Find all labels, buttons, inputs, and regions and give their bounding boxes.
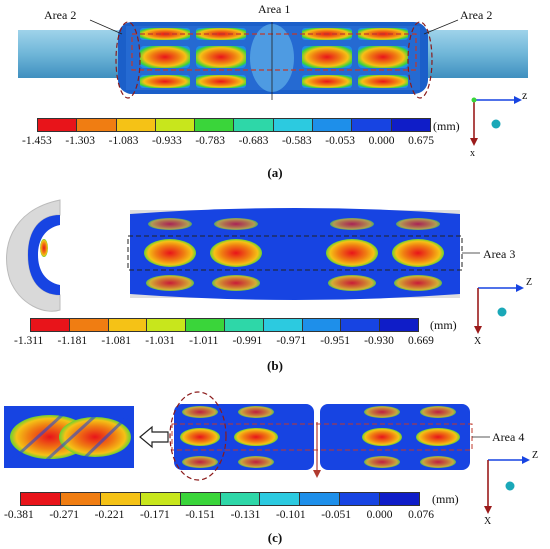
- colorbar-a-tick: 0.000: [368, 135, 395, 147]
- colorbar-b-tick: -0.971: [276, 335, 307, 347]
- panel-c: Area 4 Z X -0.381 -0.271 -0.221 -0.171 -0.15…: [0, 382, 550, 549]
- caption-a: (a): [267, 165, 283, 180]
- colorbar-b: [30, 318, 419, 332]
- unit-c: (mm): [432, 492, 459, 506]
- colorbar-a-tick: -0.783: [195, 135, 226, 147]
- panel-a-contour: [18, 19, 528, 146]
- axis-x-label-b: X: [474, 336, 482, 347]
- colorbar-c: [20, 492, 420, 506]
- colorbar-a-segment: [313, 119, 353, 131]
- colorbar-c-tick: -0.221: [94, 509, 125, 521]
- colorbar-b-tick: 0.669: [408, 335, 434, 347]
- caption-c: (c): [267, 530, 283, 545]
- colorbar-c-tick: 0.000: [366, 509, 393, 521]
- panel-c-contour: [4, 391, 530, 514]
- colorbar-a-tick: -0.933: [151, 135, 182, 147]
- colorbar-b-segment: [263, 319, 303, 331]
- colorbar-a-segment: [234, 119, 274, 131]
- colorbar-a-ticks: -1.453 -1.303 -1.083 -0.933 -0.783 -0.683 -0.5…: [22, 135, 434, 147]
- panel-b-contour: [6, 199, 524, 334]
- colorbar-a-segment: [352, 119, 392, 131]
- colorbar-c-segment: [60, 493, 101, 505]
- colorbar-b-tick: -0.991: [232, 335, 263, 347]
- area2-left-label: Area 2: [44, 8, 77, 22]
- axis-x-label-c: X: [484, 516, 492, 527]
- colorbar-c-tick: -0.101: [275, 509, 306, 521]
- colorbar-b-segment: [224, 319, 264, 331]
- colorbar-c-segment: [21, 493, 61, 505]
- colorbar-a-tick: 0.675: [408, 135, 434, 147]
- colorbar-c-segment: [180, 493, 221, 505]
- colorbar-a-segment: [155, 119, 196, 131]
- colorbar-b-tick: -1.031: [145, 335, 175, 347]
- colorbar-b-tick: -0.951: [320, 335, 350, 347]
- colorbar-b-tick: -1.181: [57, 335, 88, 347]
- panel-a: Area 2 Area 1 Area 2 z x -1.453 -1.303 -1.…: [0, 0, 550, 185]
- colorbar-c-segment: [300, 493, 341, 505]
- colorbar-c-segment: [260, 493, 301, 505]
- colorbar-b-segment: [108, 319, 148, 331]
- area1-label: Area 1: [258, 2, 291, 16]
- colorbar-c-tick: -0.381: [4, 509, 34, 521]
- axis-z-label-c: Z: [532, 450, 539, 461]
- colorbar-c-segment: [340, 493, 381, 505]
- colorbar-c-tick: -0.131: [230, 509, 261, 521]
- colorbar-a-tick: -0.053: [325, 135, 356, 147]
- colorbar-c-tick: -0.051: [321, 509, 352, 521]
- colorbar-a-segment: [38, 119, 78, 131]
- colorbar-c-segment: [220, 493, 261, 505]
- colorbar-b-segment: [69, 319, 109, 331]
- colorbar-a: [37, 118, 431, 132]
- axis-z-label: z: [522, 88, 528, 102]
- colorbar-b-segment: [147, 319, 187, 331]
- colorbar-a-segment: [77, 119, 117, 131]
- colorbar-c-tick: -0.151: [185, 509, 216, 521]
- colorbar-c-tick: -0.171: [139, 509, 170, 521]
- axis-z-label-b: Z: [526, 277, 533, 288]
- colorbar-b-segment: [380, 319, 418, 331]
- colorbar-b-segment: [341, 319, 381, 331]
- colorbar-a-tick: -1.303: [65, 135, 96, 147]
- panel-b: Area 3 Z X -1.311 -1.181 -1.081 -1.031 -1.01…: [0, 190, 550, 375]
- colorbar-c-segment: [140, 493, 181, 505]
- area2-right-label: Area 2: [460, 8, 493, 22]
- colorbar-b-segment: [31, 319, 70, 331]
- colorbar-c-ticks: -0.381 -0.271 -0.221 -0.171 -0.151 -0.131 -0.1…: [4, 509, 434, 521]
- colorbar-a-tick: -0.683: [238, 135, 269, 147]
- colorbar-b-tick: -1.011: [189, 335, 219, 347]
- colorbar-a-segment: [116, 119, 156, 131]
- colorbar-b-tick: -1.311: [14, 335, 44, 347]
- axis-x-label: x: [470, 148, 475, 159]
- colorbar-b-segment: [186, 319, 225, 331]
- colorbar-c-tick: -0.271: [49, 509, 80, 521]
- caption-b: (b): [267, 358, 283, 373]
- colorbar-b-segment: [302, 319, 342, 331]
- area3-label: Area 3: [483, 247, 516, 261]
- colorbar-a-segment: [391, 119, 430, 131]
- colorbar-a-tick: -1.083: [108, 135, 139, 147]
- colorbar-b-tick: -0.930: [364, 335, 394, 347]
- colorbar-a-tick: -0.583: [281, 135, 312, 147]
- colorbar-c-segment: [380, 493, 420, 505]
- colorbar-a-segment: [195, 119, 235, 131]
- colorbar-b-ticks: -1.311 -1.181 -1.081 -1.031 -1.011 -0.991 -0.9…: [14, 335, 434, 347]
- unit-a: (mm): [433, 119, 460, 133]
- colorbar-c-tick: 0.076: [408, 509, 434, 521]
- colorbar-b-tick: -1.081: [101, 335, 132, 347]
- colorbar-a-segment: [273, 119, 314, 131]
- colorbar-c-segment: [100, 493, 141, 505]
- colorbar-a-tick: -1.453: [22, 135, 52, 147]
- unit-b: (mm): [430, 318, 457, 332]
- area4-label: Area 4: [492, 430, 525, 444]
